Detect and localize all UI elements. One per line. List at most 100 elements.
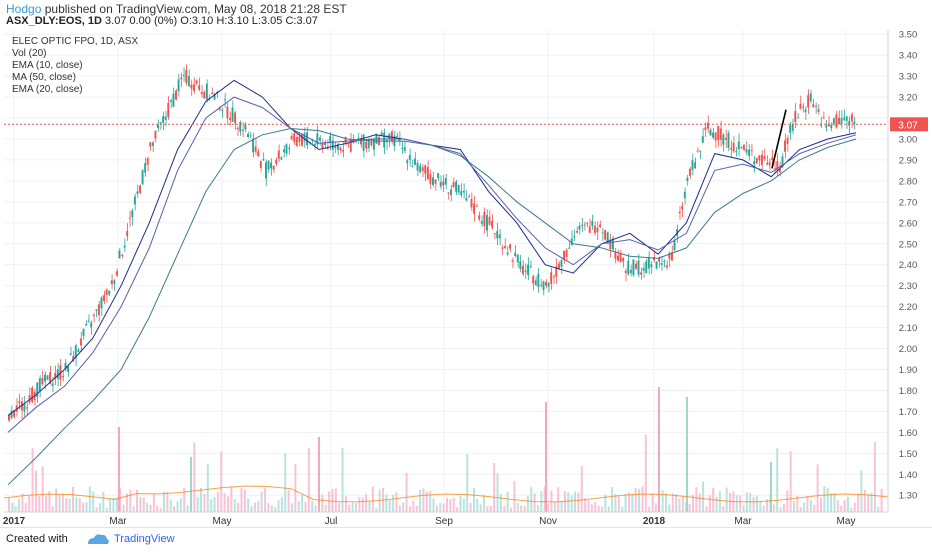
candle-body [87, 320, 90, 322]
candle-body [115, 271, 118, 276]
volume-bar [92, 491, 95, 512]
candle-body [668, 252, 671, 259]
y-tick-label: 1.90 [899, 365, 918, 376]
tradingview-brand-link[interactable]: TradingView [114, 533, 175, 545]
candle-body [545, 281, 547, 286]
volume-bar [634, 488, 637, 512]
volume-bar [277, 500, 280, 512]
volume-bar [675, 494, 678, 512]
candle-body [696, 150, 699, 152]
volume-bar [877, 506, 880, 512]
candle-body [617, 255, 619, 261]
candle-body [565, 249, 568, 258]
candle-body [67, 366, 70, 372]
candle-body [103, 295, 106, 302]
volume-bar [75, 497, 78, 512]
candle-body [498, 234, 501, 239]
volume-bar [112, 497, 115, 512]
volume-bar [547, 504, 550, 512]
candle-body [673, 240, 676, 251]
volume-bar [516, 503, 519, 512]
candle-body [300, 134, 303, 146]
volume-bar [166, 492, 169, 512]
candle-body [254, 146, 257, 152]
candle-body [706, 122, 709, 129]
volume-bar [260, 491, 263, 512]
candle-body [575, 231, 578, 233]
candle-body [90, 322, 93, 328]
candle-body [581, 224, 583, 226]
volume-bar [846, 496, 849, 512]
volume-bar [250, 506, 253, 512]
candle-body [49, 372, 52, 384]
candle-body [72, 356, 75, 362]
author-link[interactable]: Hodgo [6, 2, 42, 16]
volume-bar [324, 504, 327, 512]
volume-spike [318, 437, 320, 512]
volume-bar [462, 498, 465, 512]
chart-area[interactable]: 3.07 3.50 3.40 3.30 3.20 3.00 2.90 2.80 2.70 2.60… [0, 28, 932, 527]
y-tick-label: 2.90 [899, 155, 918, 166]
candle-body [442, 181, 445, 186]
price-chart-svg[interactable]: 3.07 3.50 3.40 3.30 3.20 3.00 2.90 2.80 2.70 2.60… [0, 28, 932, 527]
legend-ema10: EMA (10, close) [12, 60, 83, 71]
candle-body [640, 272, 643, 275]
volume-bar [567, 492, 570, 512]
volume-spike [118, 427, 120, 512]
volume-bar [314, 505, 317, 512]
legend-title: ELEC OPTIC FPO, 1D, ASX [12, 36, 139, 47]
y-tick-label: 3.00 [899, 134, 918, 145]
publish-info: published on TradingView.com, May 08, 20… [44, 2, 347, 16]
candle-body [321, 142, 324, 149]
volume-bar [311, 500, 314, 512]
volume-bar [668, 504, 671, 512]
candle-body [563, 250, 565, 261]
volume-bar [587, 500, 590, 512]
volume-bar [530, 487, 533, 512]
candle-body [18, 401, 21, 403]
volume-bar [146, 502, 149, 512]
volume-bar [513, 480, 516, 512]
tradingview-logo-icon[interactable] [86, 531, 110, 552]
volume-bar [45, 495, 48, 512]
candle-body [113, 280, 116, 284]
candle-body [791, 123, 794, 131]
candle-body [827, 123, 830, 127]
volume-bar [253, 502, 256, 512]
volume-bar [776, 448, 779, 512]
volume-bar [830, 493, 833, 512]
volume-bar [809, 499, 812, 512]
y-tick-label: 2.30 [899, 281, 918, 292]
volume-bar [661, 490, 664, 512]
candle-body [619, 252, 622, 263]
legend-ma50: MA (50, close) [12, 72, 76, 83]
candle-body [832, 118, 835, 124]
volume-bar [695, 487, 698, 512]
volume-bar [365, 494, 368, 512]
candle-body [54, 372, 57, 379]
candle-body [277, 150, 280, 159]
candle-body [714, 132, 717, 141]
candle-body [401, 147, 404, 149]
volume-bar [344, 496, 347, 512]
candle-body [763, 156, 766, 160]
chart-header: Hodgo published on TradingView.com, May … [0, 0, 932, 28]
volume-bar [334, 488, 337, 512]
candle-body [742, 144, 745, 150]
candle-body [444, 178, 447, 185]
candle-body [257, 151, 260, 156]
candle-body [830, 124, 833, 129]
volume-bar [742, 504, 745, 512]
candle-body [293, 133, 296, 142]
volume-bar [136, 489, 139, 512]
volume-bar [446, 498, 448, 512]
candle-body [845, 116, 848, 121]
volume-bar [385, 494, 388, 512]
candle-body [162, 116, 165, 123]
volume-bar [169, 500, 172, 512]
candle-body [203, 91, 206, 99]
candle-body [447, 192, 450, 194]
candle-body [234, 112, 237, 124]
candle-body [730, 148, 733, 150]
candle-body [760, 154, 763, 166]
